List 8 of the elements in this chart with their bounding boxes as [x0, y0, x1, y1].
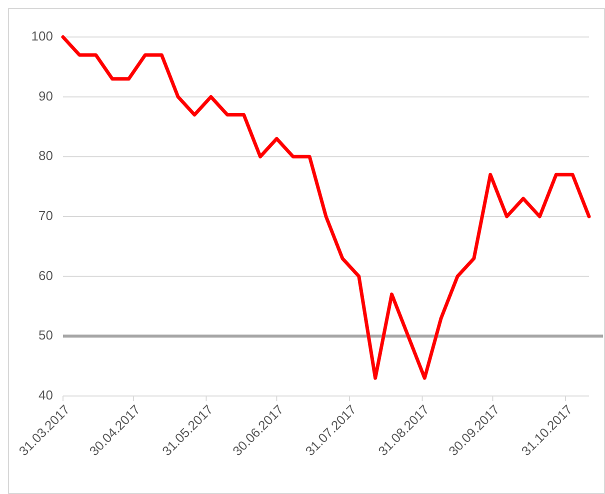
y-tick-label: 80	[38, 148, 53, 164]
line-series	[61, 35, 591, 380]
y-tick-label: 90	[38, 88, 53, 104]
y-tick-label: 60	[38, 268, 53, 283]
y-tick-label: 70	[38, 208, 53, 223]
y-tick-label: 100	[31, 28, 53, 44]
y-tick-label: 50	[38, 328, 53, 343]
y-tick-label: 40	[38, 387, 53, 402]
